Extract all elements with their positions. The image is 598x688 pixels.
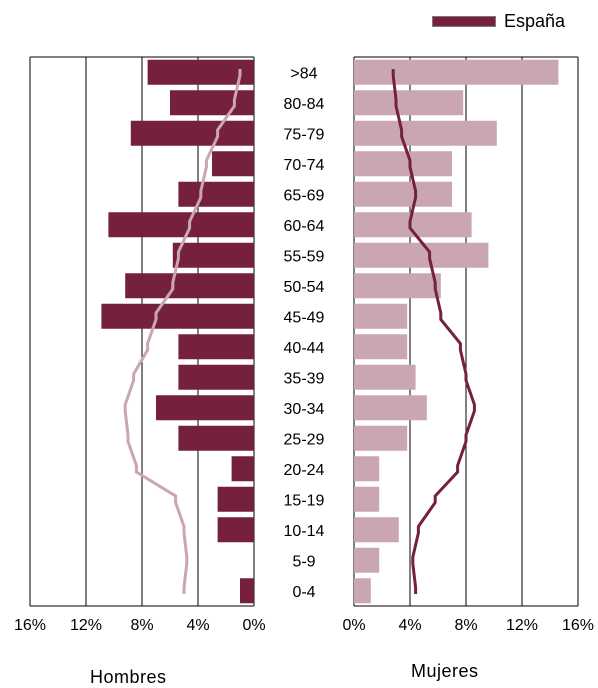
bar-mujeres-40-44 bbox=[354, 334, 408, 360]
line-espana-mujeres bbox=[391, 69, 476, 594]
category-label-60-64: 60-64 bbox=[284, 218, 325, 235]
bar-hombres->84 bbox=[147, 59, 254, 85]
bar-hombres-80-84 bbox=[170, 90, 254, 116]
category-label-10-14: 10-14 bbox=[284, 523, 325, 540]
bar-hombres-20-24 bbox=[231, 456, 254, 482]
bar-hombres-35-39 bbox=[178, 364, 254, 390]
bar-hombres-45-49 bbox=[101, 303, 255, 329]
legend: España bbox=[432, 10, 565, 32]
bar-hombres-55-59 bbox=[172, 242, 254, 268]
bar-hombres-25-29 bbox=[178, 425, 254, 451]
bar-mujeres-10-14 bbox=[354, 517, 399, 543]
bar-mujeres-20-24 bbox=[354, 456, 380, 482]
bar-mujeres-45-49 bbox=[354, 303, 408, 329]
right-tick-label-4: 4% bbox=[398, 617, 421, 634]
bar-mujeres-70-74 bbox=[354, 151, 452, 177]
bar-mujeres-55-59 bbox=[354, 242, 489, 268]
bar-hombres-30-34 bbox=[156, 395, 254, 421]
category-label-5-9: 5-9 bbox=[292, 553, 315, 570]
bar-mujeres-15-19 bbox=[354, 486, 380, 512]
bar-mujeres-75-79 bbox=[354, 120, 497, 146]
category-label-0-4: 0-4 bbox=[292, 584, 315, 601]
bar-mujeres-80-84 bbox=[354, 90, 464, 116]
bar-hombres-15-19 bbox=[217, 486, 254, 512]
panel-label-mujeres: Mujeres bbox=[411, 661, 479, 681]
category-label-55-59: 55-59 bbox=[284, 248, 325, 265]
left-tick-label-0: 0% bbox=[242, 617, 265, 634]
right-tick-label-12: 12% bbox=[506, 617, 538, 634]
category-label-20-24: 20-24 bbox=[284, 462, 325, 479]
bar-hombres-10-14 bbox=[217, 517, 254, 543]
left-tick-label-4: 4% bbox=[186, 617, 209, 634]
right-tick-label-8: 8% bbox=[454, 617, 477, 634]
category-label-30-34: 30-34 bbox=[284, 401, 325, 418]
category-label-50-54: 50-54 bbox=[284, 279, 325, 296]
bar-hombres-50-54 bbox=[125, 273, 254, 299]
legend-swatch-espana bbox=[432, 15, 496, 27]
category-label-40-44: 40-44 bbox=[284, 340, 325, 357]
bar-mujeres-0-4 bbox=[354, 578, 371, 604]
category-label-25-29: 25-29 bbox=[284, 431, 325, 448]
category-label-65-69: 65-69 bbox=[284, 187, 325, 204]
right-tick-label-16: 16% bbox=[562, 617, 594, 634]
line-espana-hombres bbox=[123, 69, 242, 594]
bar-mujeres-50-54 bbox=[354, 273, 441, 299]
category-label-15-19: 15-19 bbox=[284, 492, 325, 509]
category-label-80-84: 80-84 bbox=[284, 96, 325, 113]
bar-hombres-40-44 bbox=[178, 334, 254, 360]
bar-hombres-70-74 bbox=[212, 151, 254, 177]
bar-mujeres-25-29 bbox=[354, 425, 408, 451]
category-label-70-74: 70-74 bbox=[284, 157, 325, 174]
left-tick-label-8: 8% bbox=[130, 617, 153, 634]
bar-mujeres-35-39 bbox=[354, 364, 416, 390]
category-label-75-79: 75-79 bbox=[284, 126, 325, 143]
bar-hombres-0-4 bbox=[240, 578, 254, 604]
panel-label-hombres: Hombres bbox=[90, 667, 167, 687]
bar-hombres-60-64 bbox=[108, 212, 255, 238]
bar-mujeres-30-34 bbox=[354, 395, 427, 421]
left-tick-label-12: 12% bbox=[70, 617, 102, 634]
category-label-35-39: 35-39 bbox=[284, 370, 325, 387]
bar-hombres-65-69 bbox=[178, 181, 254, 207]
category-label->84: >84 bbox=[290, 65, 317, 82]
bar-hombres-75-79 bbox=[130, 120, 254, 146]
category-label-45-49: 45-49 bbox=[284, 309, 325, 326]
bar-mujeres->84 bbox=[354, 59, 559, 85]
bar-mujeres-5-9 bbox=[354, 547, 380, 573]
legend-label-espana: España bbox=[504, 10, 566, 31]
bar-mujeres-65-69 bbox=[354, 181, 452, 207]
left-tick-label-16: 16% bbox=[14, 617, 46, 634]
right-tick-label-0: 0% bbox=[342, 617, 365, 634]
